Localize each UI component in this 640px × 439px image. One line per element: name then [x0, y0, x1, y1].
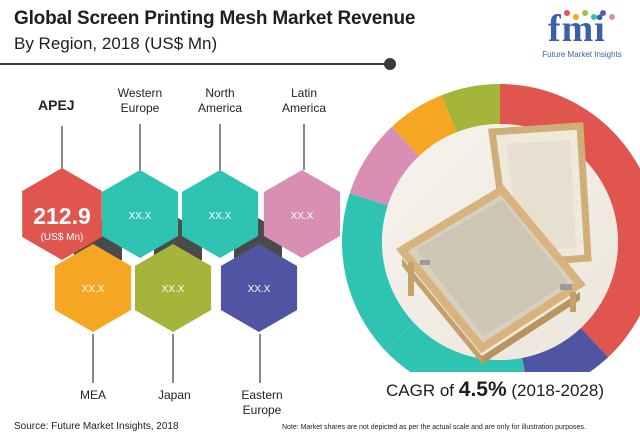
logo-dot	[609, 14, 615, 20]
region-label-western-europe: Western Europe	[117, 86, 163, 115]
fmi-logo: fmi Future Market Insights	[534, 10, 630, 60]
screen-frame-photo	[395, 122, 592, 364]
donut-slice-latin-america	[349, 126, 420, 206]
logo-dot	[591, 14, 597, 20]
hexagon-apej-unit: (US$ Mn)	[41, 232, 84, 243]
region-label-mea: MEA	[80, 388, 107, 402]
region-label-north-america: North America	[197, 86, 242, 115]
donut-slice-eastern-europe	[522, 328, 609, 372]
hexagon-north-america[interactable]: XX.X	[181, 170, 259, 258]
logo-dot	[582, 10, 588, 16]
logo-word: fmi	[548, 8, 606, 50]
title-rule-dot	[384, 58, 396, 70]
logo-dot	[600, 10, 606, 16]
logo-dot	[564, 10, 570, 16]
region-hexagon-cluster: 212.9 (US$ Mn) XX.X XX.X XX.X XX.X XX.X …	[22, 124, 341, 383]
logo-dot	[573, 14, 579, 20]
hexagon-japan[interactable]: XX.X	[134, 244, 212, 332]
hexagon-mea[interactable]: XX.X	[54, 244, 132, 332]
hexagon-eastern-europe-value: XX.X	[248, 284, 271, 295]
region-label-latin-america: Latin America	[281, 86, 326, 115]
donut-slices	[342, 84, 640, 372]
source-text: Source: Future Market Insights, 2018	[14, 421, 179, 432]
logo-tagline: Future Market Insights	[542, 50, 622, 59]
logo-dots	[564, 10, 634, 24]
cagr-period: (2018-2028)	[511, 381, 604, 400]
hexagon-eastern-europe[interactable]: XX.X	[220, 244, 298, 332]
hexagon-apej[interactable]: 212.9 (US$ Mn)	[22, 168, 102, 260]
region-label-eastern-europe: Eastern Europe	[241, 388, 283, 417]
donut-slice-apej	[500, 84, 640, 358]
title-rule	[0, 63, 392, 65]
chart-title: Global Screen Printing Mesh Market Reven…	[14, 8, 416, 29]
hexagon-western-europe[interactable]: XX.X	[101, 170, 179, 258]
hexagon-japan-value: XX.X	[162, 284, 185, 295]
chart-subtitle: By Region, 2018 (US$ Mn)	[14, 34, 218, 53]
share-donut-chart	[342, 84, 640, 372]
hexagon-mea-value: XX.X	[82, 284, 105, 295]
donut-slice-north-america	[342, 193, 414, 351]
donut-slice-western-europe	[384, 322, 525, 372]
hexagon-western-europe-value: XX.X	[129, 211, 152, 222]
hexagon-north-america-value: XX.X	[209, 211, 232, 222]
cagr-value: 4.5%	[458, 378, 507, 401]
region-label-apej: APEJ	[38, 97, 75, 113]
region-label-japan: Japan	[158, 388, 191, 402]
hexagon-latin-america-value: XX.X	[291, 211, 314, 222]
hexagon-latin-america[interactable]: XX.X	[263, 170, 341, 258]
cagr-prefix: CAGR of	[386, 381, 455, 400]
footnote: Note: Market shares are not depicted as …	[282, 424, 586, 431]
cagr-text: CAGR of 4.5% (2018-2028)	[386, 378, 604, 402]
donut-slice-mea	[391, 95, 457, 156]
donut-slice-japan	[441, 84, 500, 133]
hexagon-apej-value: 212.9	[33, 203, 91, 229]
